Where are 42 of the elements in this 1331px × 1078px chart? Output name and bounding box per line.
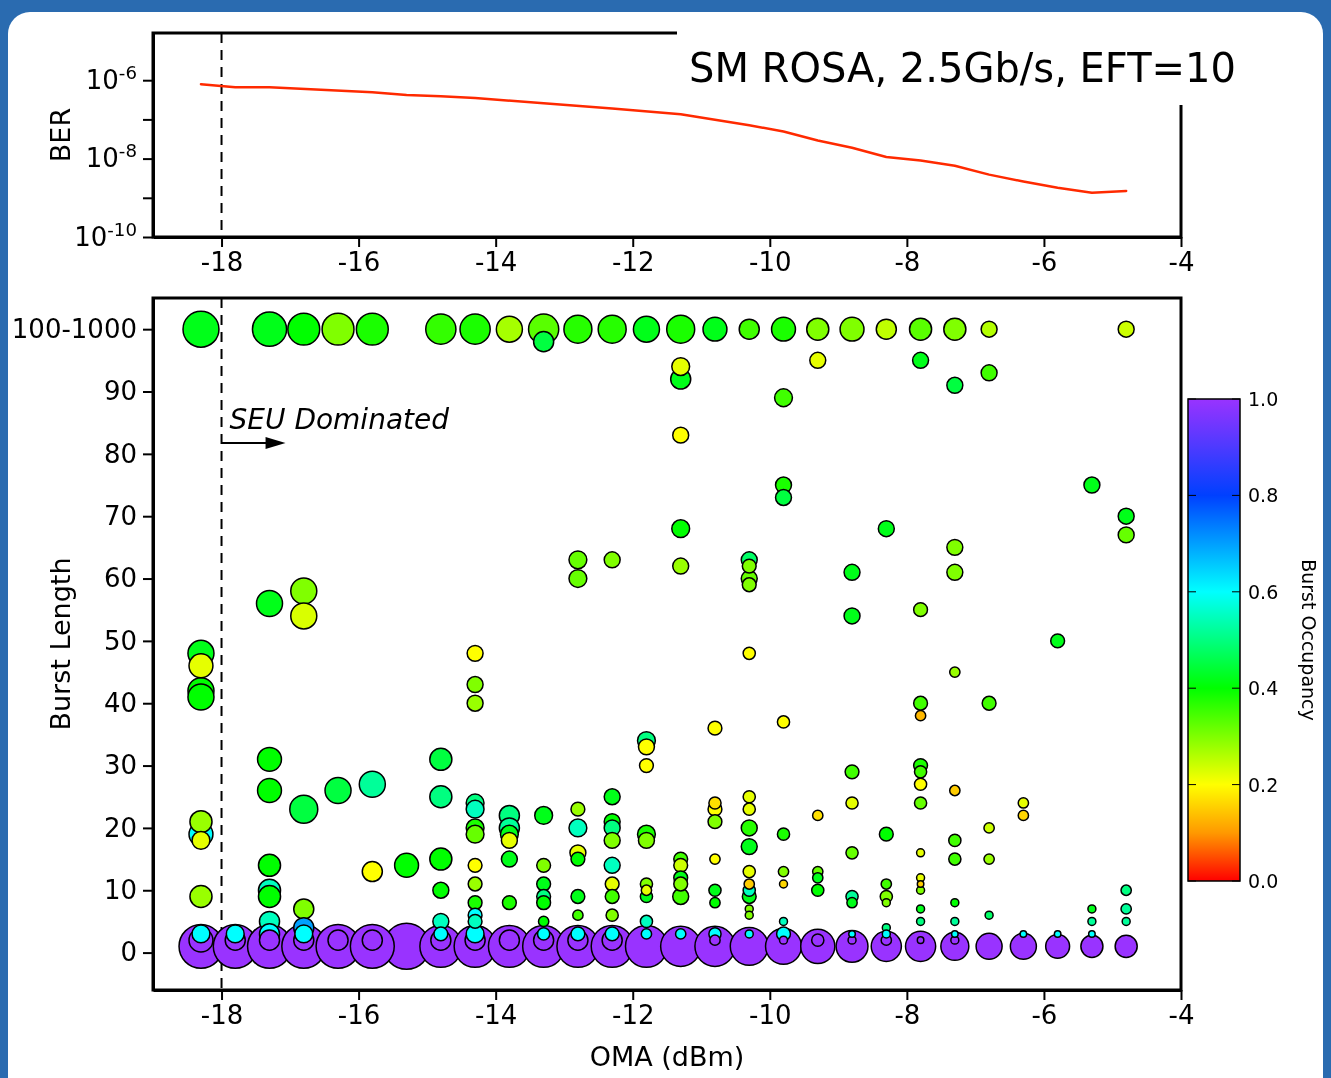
x-tick-label: -16 <box>337 247 381 278</box>
y-tick-label: 60 <box>103 563 137 594</box>
y-tick-label: 20 <box>103 812 137 843</box>
y-tick-label: 10 <box>103 875 137 906</box>
x-tick-label: -14 <box>474 247 518 278</box>
x-tick-label: -16 <box>337 1000 381 1031</box>
y-tick-label: 50 <box>103 625 137 656</box>
x-tick-label: -18 <box>200 1000 244 1031</box>
color-bar-label: 1.0 <box>1248 388 1279 410</box>
y-tick-label: 70 <box>103 501 137 532</box>
annotation: SEU Dominated <box>229 402 450 436</box>
color-bar-label: 0.2 <box>1248 773 1279 796</box>
x-tick-label: -8 <box>894 247 921 278</box>
y-tick-label: 30 <box>103 750 137 781</box>
y-axis-title: Burst Length <box>45 557 76 731</box>
x-tick-label: -12 <box>612 247 655 278</box>
y-tick-label: 80 <box>103 438 137 469</box>
x-tick-label: -8 <box>894 1000 921 1031</box>
x-tick-label: -6 <box>1031 247 1058 278</box>
x-tick-label: -10 <box>749 247 792 278</box>
x-tick-label: -18 <box>200 247 244 278</box>
x-tick-label: -4 <box>1168 247 1195 278</box>
y-tick-label: 10$^{-8}$ <box>85 139 137 174</box>
y-axis-title: BER <box>45 107 76 163</box>
x-axis-title: OMA (dBm) <box>589 1041 745 1072</box>
x-tick-label: -4 <box>1168 1000 1195 1031</box>
x-tick-label: -6 <box>1031 1000 1058 1031</box>
y-tick-label: 10$^{-6}$ <box>85 61 137 96</box>
color-bar-label: 0.8 <box>1248 484 1279 507</box>
color-bar-label: 0.0 <box>1248 870 1279 892</box>
color-bar-label: 0.6 <box>1248 580 1279 603</box>
color-bar-label: 0.4 <box>1248 677 1279 700</box>
color-bar-title: Burst Occupancy <box>1298 559 1320 721</box>
y-tick-label: 40 <box>103 688 137 719</box>
chart-title: SM ROSA, 2.5Gb/s, EFT=10 <box>689 45 1236 91</box>
x-tick-label: -12 <box>612 1000 655 1031</box>
x-tick-label: -10 <box>749 1000 792 1031</box>
y-tick-label: 10$^{-10}$ <box>74 218 137 252</box>
x-tick-label: -14 <box>474 1000 518 1031</box>
y-tick-label: 0 <box>120 937 137 968</box>
y-tick-label: 100-1000 <box>11 313 137 344</box>
y-tick-label: 90 <box>103 376 137 407</box>
